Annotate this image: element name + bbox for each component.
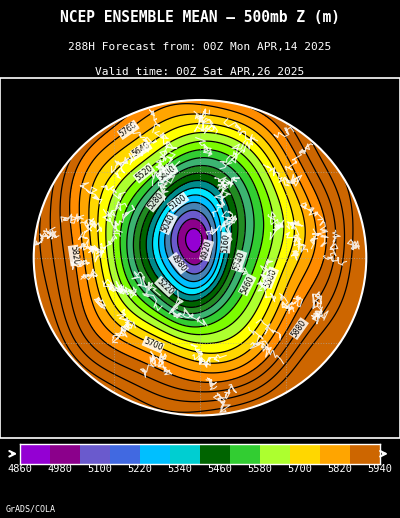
Bar [50, 444, 80, 464]
Text: 4920: 4920 [200, 240, 213, 261]
Text: 5820: 5820 [328, 464, 352, 473]
Text: 5460: 5460 [208, 464, 232, 473]
Text: 5340: 5340 [168, 464, 192, 473]
Text: 5040: 5040 [160, 213, 177, 234]
Text: 5880: 5880 [290, 318, 308, 339]
Text: 5700: 5700 [142, 337, 164, 353]
Bar [230, 444, 260, 464]
Text: 4980: 4980 [48, 464, 72, 473]
Bar [290, 444, 320, 464]
Text: 5100: 5100 [168, 193, 188, 211]
Bar [260, 444, 290, 464]
Text: 4860: 4860 [8, 464, 32, 473]
Bar [350, 444, 380, 464]
Text: 288H Forecast from: 00Z Mon APR,14 2025: 288H Forecast from: 00Z Mon APR,14 2025 [68, 41, 332, 52]
Bar [20, 444, 50, 464]
Bar [320, 444, 350, 464]
Text: 5220: 5220 [128, 464, 152, 473]
Text: 5700: 5700 [288, 464, 312, 473]
Text: 5940: 5940 [368, 464, 392, 473]
Bar [110, 444, 140, 464]
Text: 5460: 5460 [239, 274, 256, 295]
Text: 5640: 5640 [130, 141, 152, 159]
Text: GrADS/COLA: GrADS/COLA [6, 504, 56, 513]
Bar [140, 444, 170, 464]
Text: 5580: 5580 [248, 464, 272, 473]
Text: 5820: 5820 [68, 246, 80, 266]
Text: 5400: 5400 [156, 164, 178, 182]
Text: 5160: 5160 [220, 233, 231, 253]
Text: 5580: 5580 [262, 267, 278, 289]
Text: 5220: 5220 [155, 277, 175, 296]
Text: 5760: 5760 [118, 121, 139, 139]
Text: 5100: 5100 [88, 464, 112, 473]
Text: 5520: 5520 [134, 164, 154, 183]
Bar [80, 444, 110, 464]
Bar [170, 444, 200, 464]
Text: 5340: 5340 [232, 250, 246, 271]
Text: 4980: 4980 [169, 253, 188, 274]
Text: Valid time: 00Z Sat APR,26 2025: Valid time: 00Z Sat APR,26 2025 [95, 67, 305, 77]
Bar [200, 444, 230, 464]
Text: 5280: 5280 [146, 191, 166, 212]
Text: NCEP ENSEMBLE MEAN – 500mb Z (m): NCEP ENSEMBLE MEAN – 500mb Z (m) [60, 10, 340, 25]
